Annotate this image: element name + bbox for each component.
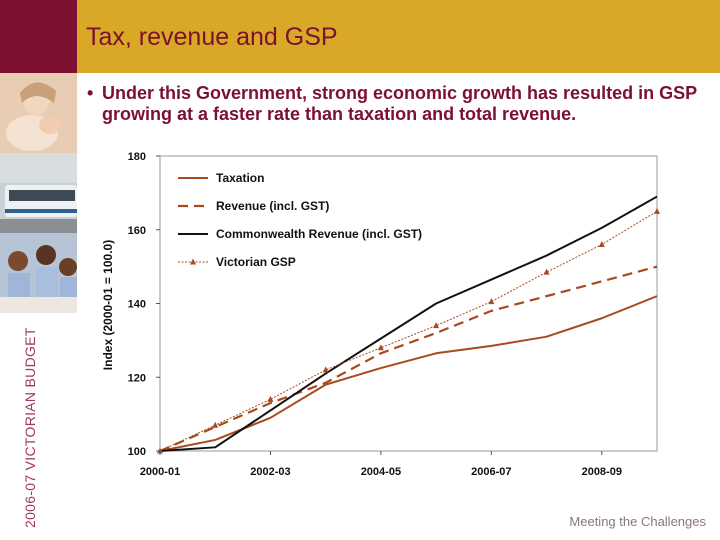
series-line	[159, 265, 658, 453]
chart-legend: Taxation Revenue (incl. GST) Commonwealth …	[172, 162, 462, 284]
y-tick-label: 140	[128, 299, 146, 311]
y-tick-label: 120	[128, 372, 146, 384]
series-point	[322, 366, 329, 373]
tram-photo	[0, 153, 77, 233]
page-title: Tax, revenue and GSP	[86, 23, 338, 51]
photo-strip	[0, 73, 77, 313]
legend-background	[172, 162, 462, 284]
series-line	[159, 210, 658, 452]
legend-label: Taxation	[216, 171, 264, 185]
chart-axes: 100 120 140 160 180 2000-01 2002-03 2004-05 2006…	[128, 151, 622, 478]
x-tick-label: 2000-01	[140, 466, 180, 478]
x-tick-label: 2004-05	[361, 466, 401, 478]
legend-label: Revenue (incl. GST)	[216, 199, 329, 213]
y-axis-label: Index (2000-01 = 100.0)	[101, 240, 115, 370]
series-point	[598, 241, 605, 247]
x-tick-label: 2008-09	[582, 466, 622, 478]
legend-label: Commonwealth Revenue (incl. GST)	[216, 227, 422, 241]
budget-vertical-label: 2006-07 VICTORIAN BUDGET	[22, 327, 38, 528]
mother-baby-photo	[0, 73, 77, 153]
bullet-text: Under this Government, strong economic g…	[102, 83, 697, 124]
chart: 100 120 140 160 180 2000-01 2002-03 2004-05 2006…	[101, 151, 660, 478]
series-2	[159, 195, 658, 452]
series-point	[377, 344, 384, 351]
students-photo	[0, 233, 77, 313]
bullet-point: • Under this Government, strong economic…	[87, 83, 712, 125]
header-accent-block	[0, 0, 77, 73]
series-point	[433, 322, 440, 329]
y-tick-label: 180	[128, 151, 146, 163]
series-point	[488, 298, 495, 305]
series-1	[159, 265, 658, 453]
series-line	[159, 195, 658, 452]
legend-label: Victorian GSP	[216, 255, 296, 269]
header-bar	[77, 0, 720, 73]
y-tick-label: 100	[128, 446, 146, 458]
series-line	[159, 295, 658, 452]
series-point	[212, 421, 219, 428]
x-tick-label: 2002-03	[250, 466, 290, 478]
series-point	[543, 268, 550, 275]
x-tick-label: 2006-07	[471, 466, 511, 478]
series-point	[654, 207, 660, 214]
y-tick-label: 160	[128, 225, 146, 237]
footer-tagline: Meeting the Challenges	[569, 514, 706, 529]
series-point	[267, 395, 274, 402]
series-0	[159, 295, 658, 452]
legend-marker	[190, 258, 196, 265]
bullet-symbol: •	[87, 83, 94, 103]
